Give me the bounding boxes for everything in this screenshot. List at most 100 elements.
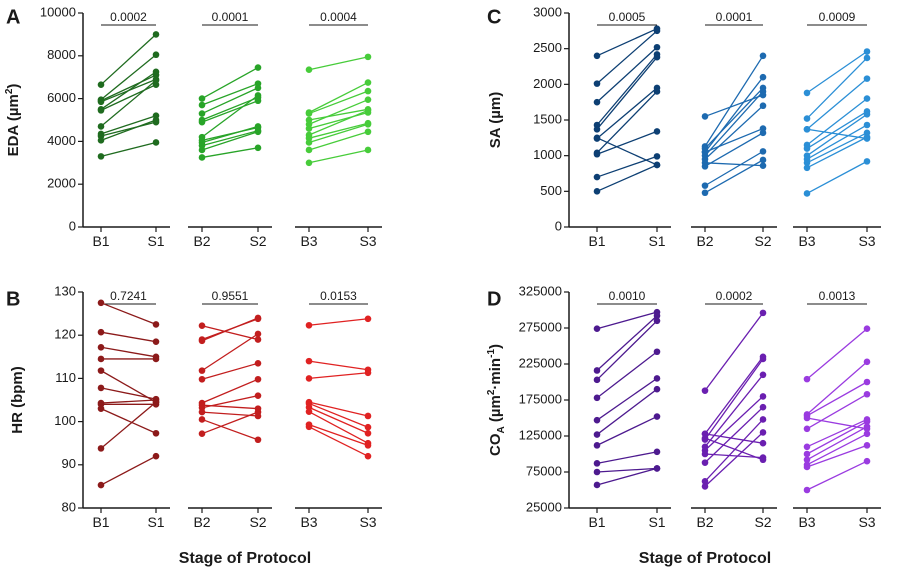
data-point-baseline [803,425,811,433]
data-point-stimulus [863,430,871,438]
data-point-baseline [305,110,313,117]
paired-line [596,311,658,330]
paired-line [704,437,764,461]
data-point-baseline [593,460,601,467]
data-point-baseline [97,384,105,392]
data-point-stimulus [759,148,767,155]
paired-line [201,378,259,404]
data-point-stimulus [364,452,372,460]
data-point-stimulus [254,64,262,71]
data-point-stimulus [863,48,871,55]
paired-line [201,131,259,151]
y-tick-label: 275000 [519,319,562,334]
y-tick-label: 500 [540,183,562,198]
paired-line [201,100,259,123]
x-axis-title-right: Stage of Protocol [639,550,771,567]
data-point-stimulus [254,92,262,99]
p-value-label: 0.0013 [819,289,856,303]
paired-line [308,411,369,444]
paired-line [201,333,259,372]
paired-line [201,362,259,380]
series-b2-s2: 0.9551 [198,289,262,444]
data-point-stimulus [863,110,871,118]
p-value-label: 0.0001 [212,10,249,24]
panel-C: C 0 500 1000 1500 2000 2500 3000 B1 S1 B2 S2 B3 S3 SA … [487,4,881,249]
paired-line [308,360,369,371]
series-b2-s2: 0.0001 [198,10,262,161]
data-point-stimulus [759,162,767,169]
data-point-baseline [97,481,105,489]
y-tick-label: 6000 [47,90,76,105]
data-point-stimulus [863,325,871,333]
data-point-stimulus [863,54,871,62]
data-point-stimulus [863,95,871,102]
data-point-baseline [803,125,811,133]
paired-line [596,315,658,371]
paired-line [596,53,658,126]
data-point-baseline [198,110,206,117]
data-point-stimulus [152,77,160,84]
data-point-stimulus [759,393,767,400]
paired-line [201,395,259,409]
paired-line [100,115,157,135]
data-point-stimulus [759,416,767,423]
data-point-baseline [305,159,313,167]
paired-line [308,99,369,125]
data-point-stimulus [152,398,160,406]
data-point-stimulus [364,442,372,449]
paired-line [100,455,157,486]
data-point-baseline [701,478,709,485]
data-point-stimulus [759,125,767,132]
paired-line [806,433,868,466]
y-tick-label: 10000 [40,4,76,19]
data-point-stimulus [653,153,661,160]
paired-line [100,331,157,343]
y-tick-label: 125000 [519,427,562,442]
series-b1-s1: 0.0002 [97,10,160,160]
data-point-baseline [97,153,105,160]
paired-line [201,130,259,147]
data-point-baseline [198,101,206,109]
data-point-stimulus [653,385,661,393]
paired-line [704,91,764,157]
paired-line [806,418,868,448]
data-point-stimulus [254,375,262,383]
x-tick-label-b3: B3 [798,233,815,249]
paired-line [308,149,369,164]
paired-line [806,361,868,415]
paired-line [100,54,157,101]
data-point-stimulus [254,128,262,136]
x-tick-label-s2: S2 [754,514,771,530]
paired-line [308,90,369,115]
data-point-stimulus [863,390,871,398]
paired-line [806,136,868,169]
series-b2-s2: 0.0001 [701,10,767,197]
paired-line [201,418,259,441]
y-axis-title-part: (µm [487,395,504,426]
data-point-baseline [97,355,105,363]
paired-line [704,76,764,153]
x-tick-label-s2: S2 [754,233,771,249]
data-point-baseline [97,299,105,307]
data-point-stimulus [152,321,160,328]
data-point-stimulus [364,315,372,323]
data-point-stimulus [863,75,871,82]
data-point-baseline [198,118,206,126]
data-point-stimulus [152,116,160,124]
paired-line [100,387,157,400]
data-point-stimulus [152,31,160,38]
x-tick-label-s3: S3 [359,514,376,530]
data-point-stimulus [653,312,661,320]
paired-line [596,46,658,103]
paired-line [596,28,658,57]
data-point-stimulus [364,146,372,154]
data-point-baseline [593,188,601,195]
data-point-baseline [305,357,313,365]
paired-line [100,401,157,449]
series-b3-s3: 0.0153 [305,289,372,460]
data-point-stimulus [863,425,871,433]
series-b1-s1: 0.0005 [593,10,661,195]
data-point-baseline [701,434,709,442]
data-point-stimulus [759,403,767,411]
paired-line [596,351,658,399]
